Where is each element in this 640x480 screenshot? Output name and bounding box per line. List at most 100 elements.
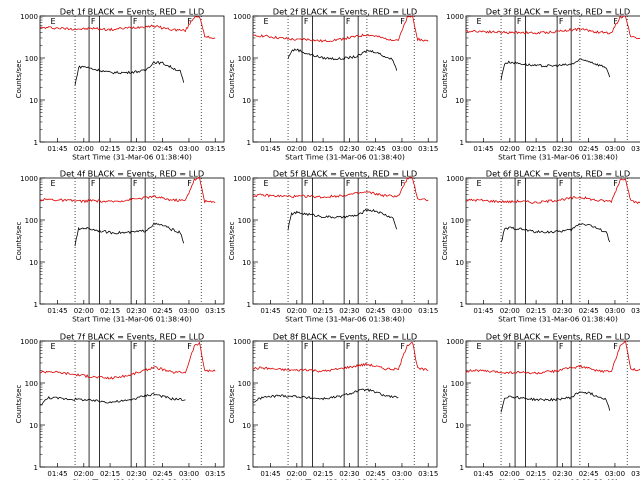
marker-label-f: F — [133, 342, 138, 351]
x-tick-label: 01:45 — [473, 307, 493, 315]
marker-label-f: F — [559, 342, 564, 351]
panel-det-2f: Det 2f BLACK = Events, RED = LLD 1 10 100 10… — [228, 7, 438, 162]
x-tick-label: 03:15 — [418, 470, 438, 478]
x-tick-label: 02:15 — [313, 145, 333, 153]
panel-det-4f: Det 4f BLACK = Events, RED = LLD 1 10 100 10… — [15, 169, 225, 324]
x-tick-label: 02:15 — [313, 470, 333, 478]
x-tick-label: 02:30 — [552, 145, 572, 153]
x-tick-label: 03:00 — [392, 145, 412, 153]
x-tick-label: 03:00 — [179, 307, 199, 315]
y-tick-label: 10 — [29, 422, 38, 430]
x-tick-label: 03:15 — [418, 145, 438, 153]
y-tick-label: 1 — [460, 464, 464, 472]
x-tick-label: 03:15 — [418, 307, 438, 315]
y-tick-label: 10 — [455, 97, 464, 105]
marker-label-f: F — [133, 17, 138, 26]
x-tick-label: 03:15 — [631, 470, 640, 478]
x-tick-label: 02:45 — [366, 307, 386, 315]
panel-title: Det 1f BLACK = Events, RED = LLD — [60, 7, 204, 17]
x-tick-label: 01:45 — [47, 145, 67, 153]
x-axis-label: Start Time (31-Mar-06 01:38:40) — [498, 153, 618, 162]
y-tick-label: 1 — [34, 301, 38, 309]
x-tick-label: 02:00 — [74, 307, 94, 315]
marker-label-f: F — [559, 179, 564, 188]
y-tick-label: 10 — [455, 422, 464, 430]
panel-det-6f: Det 6f BLACK = Events, RED = LLD 1 10 100 10… — [441, 169, 640, 324]
y-tick-label: 1 — [247, 464, 251, 472]
y-axis-label: Counts/sec — [15, 385, 23, 424]
series-lld-line — [39, 16, 216, 40]
y-tick-label: 100 — [238, 380, 251, 388]
x-tick-label: 02:00 — [500, 470, 520, 478]
series-lld-line — [465, 178, 640, 205]
marker-label-f: F — [613, 179, 618, 188]
x-axis-label: Start Time (31-Mar-06 01:38:40) — [72, 315, 192, 324]
x-tick-label: 03:15 — [205, 307, 225, 315]
x-tick-label: 02:30 — [552, 470, 572, 478]
x-tick-label: 02:45 — [153, 307, 173, 315]
x-tick-label: 02:15 — [526, 307, 546, 315]
x-axis-label: Start Time (31-Mar-06 01:38:40) — [498, 478, 618, 480]
series-lld-line — [465, 14, 640, 40]
y-tick-label: 1000 — [20, 175, 38, 183]
x-tick-label: 02:45 — [579, 470, 599, 478]
marker-label-f: F — [304, 179, 309, 188]
panel-det-9f: Det 9f BLACK = Events, RED = LLD 1 10 100 10… — [441, 332, 640, 480]
x-tick-label: 02:00 — [287, 145, 307, 153]
panel-title: Det 8f BLACK = Events, RED = LLD — [273, 332, 417, 342]
y-tick-label: 100 — [238, 55, 251, 63]
y-tick-label: 1000 — [233, 13, 251, 21]
marker-label-f: F — [346, 342, 351, 351]
marker-label-f: F — [400, 17, 405, 26]
plot-frame — [252, 340, 438, 468]
panel-title: Det 6f BLACK = Events, RED = LLD — [486, 169, 630, 179]
plot-frame — [39, 15, 225, 143]
x-tick-label: 02:30 — [126, 307, 146, 315]
y-tick-label: 1 — [34, 139, 38, 147]
x-tick-label: 02:15 — [100, 470, 120, 478]
x-tick-label: 01:45 — [47, 470, 67, 478]
x-tick-label: 02:15 — [313, 307, 333, 315]
x-axis-label: Start Time (31-Mar-06 01:38:40) — [498, 315, 618, 324]
marker-label-e: E — [477, 17, 482, 26]
series-lld-line — [39, 176, 216, 204]
x-axis-label: Start Time (31-Mar-06 01:38:40) — [72, 478, 192, 480]
y-tick-label: 1000 — [233, 338, 251, 346]
y-axis-label: Counts/sec — [228, 60, 236, 99]
x-tick-label: 02:15 — [100, 307, 120, 315]
marker-label-f: F — [517, 17, 522, 26]
x-tick-label: 02:00 — [287, 307, 307, 315]
x-tick-label: 02:30 — [339, 307, 359, 315]
panel-title: Det 3f BLACK = Events, RED = LLD — [486, 7, 630, 17]
y-tick-label: 100 — [451, 55, 464, 63]
x-tick-label: 02:30 — [339, 470, 359, 478]
plot-frame — [39, 177, 225, 305]
series-events-line — [74, 60, 185, 86]
marker-label-e: E — [51, 342, 56, 351]
plot-frame — [252, 177, 438, 305]
y-tick-label: 10 — [29, 97, 38, 105]
x-tick-label: 02:00 — [500, 307, 520, 315]
series-events-line — [287, 48, 398, 71]
panel-title: Det 7f BLACK = Events, RED = LLD — [60, 332, 204, 342]
plot-frame — [465, 340, 640, 468]
y-tick-label: 1000 — [20, 13, 38, 21]
x-tick-label: 03:00 — [605, 307, 625, 315]
x-tick-label: 03:00 — [392, 307, 412, 315]
x-tick-label: 01:45 — [260, 145, 280, 153]
plot-frame — [465, 177, 640, 305]
y-axis-label: Counts/sec — [441, 222, 449, 261]
marker-label-f: F — [133, 179, 138, 188]
x-tick-label: 02:45 — [579, 145, 599, 153]
y-tick-label: 10 — [242, 422, 251, 430]
y-axis-label: Counts/sec — [228, 385, 236, 424]
y-tick-label: 10 — [455, 259, 464, 267]
x-tick-label: 02:00 — [500, 145, 520, 153]
plot-frame — [465, 15, 640, 143]
series-lld-line — [39, 341, 216, 380]
y-tick-label: 100 — [25, 380, 38, 388]
marker-label-e: E — [51, 17, 56, 26]
series-events-line — [287, 208, 398, 231]
x-tick-label: 03:15 — [205, 145, 225, 153]
x-tick-label: 03:00 — [392, 470, 412, 478]
